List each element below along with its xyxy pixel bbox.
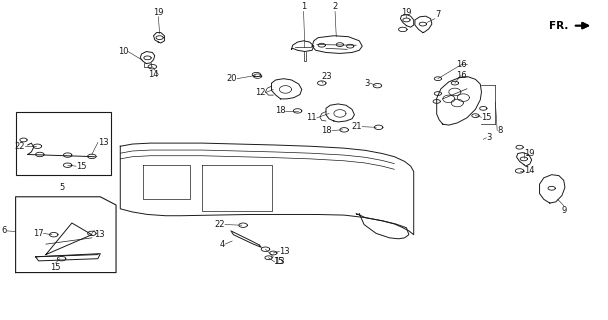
Text: 14: 14 bbox=[148, 70, 159, 79]
Text: FR.: FR. bbox=[548, 20, 568, 31]
Text: 18: 18 bbox=[275, 106, 285, 116]
Text: 12: 12 bbox=[255, 88, 266, 97]
Text: 13: 13 bbox=[94, 230, 105, 239]
Text: 3: 3 bbox=[365, 79, 370, 88]
Text: 19: 19 bbox=[153, 8, 164, 17]
Text: 15: 15 bbox=[274, 257, 284, 266]
Text: 18: 18 bbox=[322, 126, 332, 135]
Text: 13: 13 bbox=[280, 247, 290, 256]
Text: 4: 4 bbox=[219, 240, 225, 249]
Text: 19: 19 bbox=[524, 149, 534, 158]
Text: 17: 17 bbox=[33, 229, 43, 238]
Text: 15: 15 bbox=[50, 263, 61, 272]
Text: 2: 2 bbox=[333, 3, 337, 12]
Text: 5: 5 bbox=[59, 183, 64, 192]
FancyArrowPatch shape bbox=[576, 23, 588, 28]
Text: 3: 3 bbox=[486, 133, 492, 142]
Text: 15: 15 bbox=[76, 162, 86, 171]
Text: 6: 6 bbox=[2, 226, 7, 236]
Text: 16: 16 bbox=[457, 60, 467, 69]
Text: 22: 22 bbox=[215, 220, 225, 229]
Bar bbox=[16, 112, 111, 175]
Text: 1: 1 bbox=[301, 3, 306, 12]
Text: 7: 7 bbox=[435, 10, 440, 19]
Text: 21: 21 bbox=[352, 122, 362, 131]
Text: 16: 16 bbox=[457, 71, 467, 80]
Text: 14: 14 bbox=[524, 166, 534, 175]
Text: 23: 23 bbox=[322, 72, 333, 81]
Text: 13: 13 bbox=[275, 257, 285, 266]
Text: 15: 15 bbox=[482, 113, 492, 122]
FancyArrowPatch shape bbox=[576, 23, 589, 28]
Text: 13: 13 bbox=[98, 138, 108, 147]
Text: 11: 11 bbox=[306, 113, 317, 122]
Text: 22: 22 bbox=[15, 142, 26, 151]
Text: 8: 8 bbox=[497, 126, 503, 135]
Text: 20: 20 bbox=[227, 74, 237, 83]
Text: 10: 10 bbox=[117, 47, 128, 56]
Text: 19: 19 bbox=[401, 8, 412, 17]
Text: 9: 9 bbox=[561, 206, 567, 215]
